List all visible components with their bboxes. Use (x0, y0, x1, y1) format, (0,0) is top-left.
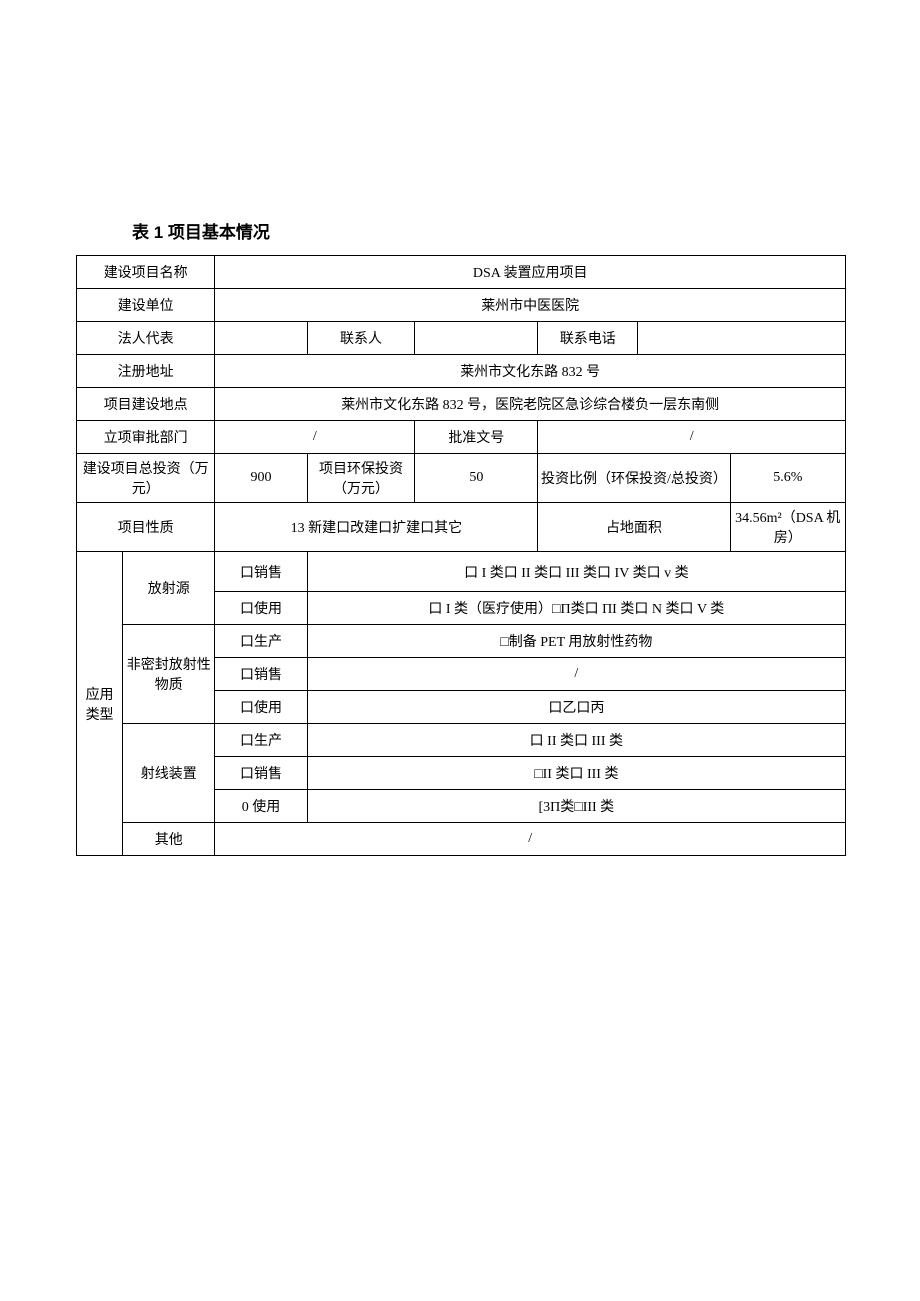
label-cell: 口生产 (215, 625, 307, 658)
value-cell: □制备 PET 用放射性药物 (307, 625, 845, 658)
table-row: 项目建设地点 莱州市文化东路 832 号，医院老院区急诊综合楼负一层东南侧 (77, 388, 846, 421)
value-cell: 口 I 类（医疗使用）□Π类口 ΠI 类口 N 类口 V 类 (307, 592, 845, 625)
label-cell: 占地面积 (538, 503, 730, 552)
document-page: 表 1 项目基本情况 建设项目名称 DSA 装置应用项目 建设单位 莱州市中医医… (0, 0, 920, 1301)
value-cell: / (307, 658, 845, 691)
value-cell: 13 新建口改建口扩建口其它 (215, 503, 538, 552)
value-cell: / (215, 421, 415, 454)
label-cell: 应用类型 (77, 552, 123, 856)
label-cell: 射线装置 (123, 724, 215, 823)
value-cell: 口 I 类口 II 类口 III 类口 IV 类口 v 类 (307, 552, 845, 592)
value-cell (215, 322, 307, 355)
label-cell: 项目建设地点 (77, 388, 215, 421)
value-cell: 900 (215, 454, 307, 503)
table-title: 表 1 项目基本情况 (132, 218, 844, 243)
label-cell: 建设单位 (77, 289, 215, 322)
table-row: 建设项目总投资（万元） 900 项目环保投资（万元） 50 投资比例（环保投资/… (77, 454, 846, 503)
table-row: 项目性质 13 新建口改建口扩建口其它 占地面积 34.56m²（DSA 机房） (77, 503, 846, 552)
table-row: 法人代表 联系人 联系电话 (77, 322, 846, 355)
value-cell: 5.6% (730, 454, 845, 503)
value-cell: 口 II 类口 III 类 (307, 724, 845, 757)
value-cell: / (538, 421, 846, 454)
label-cell: 批准文号 (415, 421, 538, 454)
value-cell: 50 (415, 454, 538, 503)
label-cell: 项目环保投资（万元） (307, 454, 415, 503)
value-cell: [3Π类□III 类 (307, 790, 845, 823)
label-cell: 注册地址 (77, 355, 215, 388)
label-cell: 建设项目总投资（万元） (77, 454, 215, 503)
table-row: 注册地址 莱州市文化东路 832 号 (77, 355, 846, 388)
value-cell (638, 322, 846, 355)
label-cell: 非密封放射性物质 (123, 625, 215, 724)
table-row: 非密封放射性物质 口生产 □制备 PET 用放射性药物 (77, 625, 846, 658)
label-cell: 口生产 (215, 724, 307, 757)
table-row: 射线装置 口生产 口 II 类口 III 类 (77, 724, 846, 757)
value-cell: 34.56m²（DSA 机房） (730, 503, 845, 552)
label-cell: 口销售 (215, 757, 307, 790)
value-cell: 莱州市文化东路 832 号 (215, 355, 846, 388)
value-cell: DSA 装置应用项目 (215, 256, 846, 289)
label-cell: 联系电话 (538, 322, 638, 355)
value-cell: 口乙口丙 (307, 691, 845, 724)
label-cell: 口销售 (215, 658, 307, 691)
table-row: 立项审批部门 / 批准文号 / (77, 421, 846, 454)
table-row: 应用类型 放射源 口销售 口 I 类口 II 类口 III 类口 IV 类口 v… (77, 552, 846, 592)
label-cell: 立项审批部门 (77, 421, 215, 454)
value-cell: □II 类口 III 类 (307, 757, 845, 790)
value-cell: 莱州市文化东路 832 号，医院老院区急诊综合楼负一层东南侧 (215, 388, 846, 421)
label-cell: 放射源 (123, 552, 215, 625)
label-cell: 口销售 (215, 552, 307, 592)
label-cell: 法人代表 (77, 322, 215, 355)
label-cell: 其他 (123, 823, 215, 856)
table-row: 其他 / (77, 823, 846, 856)
value-cell: / (215, 823, 846, 856)
label-cell: 投资比例（环保投资/总投资） (538, 454, 730, 503)
project-info-table: 建设项目名称 DSA 装置应用项目 建设单位 莱州市中医医院 法人代表 联系人 … (76, 255, 846, 856)
label-cell: 建设项目名称 (77, 256, 215, 289)
table-row: 建设项目名称 DSA 装置应用项目 (77, 256, 846, 289)
value-cell: 莱州市中医医院 (215, 289, 846, 322)
label-cell: 联系人 (307, 322, 415, 355)
value-cell (415, 322, 538, 355)
label-cell: 口使用 (215, 691, 307, 724)
label-cell: 项目性质 (77, 503, 215, 552)
table-row: 建设单位 莱州市中医医院 (77, 289, 846, 322)
label-cell: 0 使用 (215, 790, 307, 823)
label-cell: 口使用 (215, 592, 307, 625)
